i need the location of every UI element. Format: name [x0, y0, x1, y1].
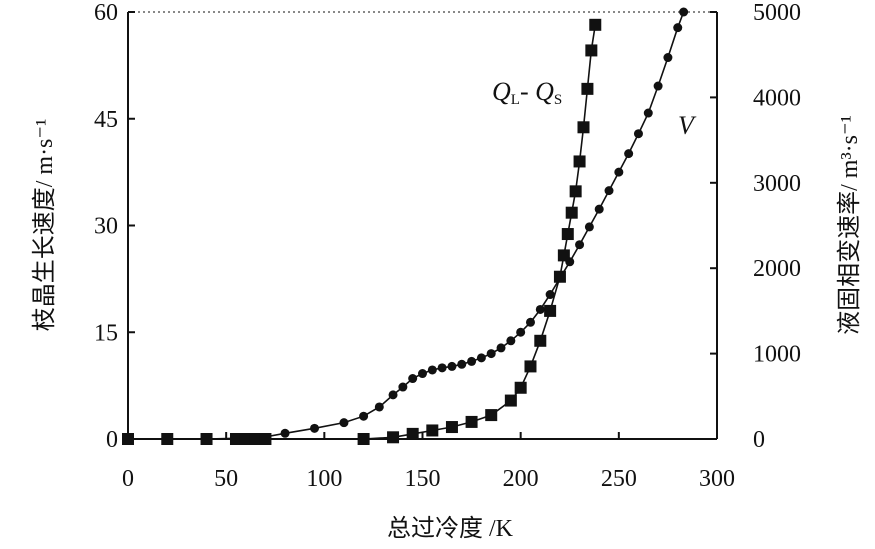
data-point-ql-qs [524, 360, 537, 373]
right-y-tick-label: 2000 [753, 256, 801, 282]
data-point-ql-qs [406, 427, 419, 440]
left-y-tick-label: 15 [94, 320, 118, 346]
data-point-v [339, 418, 349, 428]
data-point-ql-qs [249, 433, 262, 445]
right-y-tick-label: 3000 [753, 171, 801, 197]
data-point-ql-qs [589, 18, 602, 31]
data-point-v [653, 81, 663, 91]
data-point-v [408, 374, 418, 384]
data-point-v [457, 359, 467, 369]
data-point-v [516, 327, 526, 337]
data-point-v [633, 129, 643, 139]
data-point-ql-qs [565, 206, 578, 219]
data-point-ql-qs [514, 381, 527, 394]
ticks: 0 50 100 150 200 250 3000153045600100020003000… [94, 0, 801, 492]
data-point-ql-qs [122, 433, 134, 445]
data-point-v [673, 23, 683, 33]
data-point-ql-qs [504, 394, 517, 407]
data-point-v [398, 382, 408, 392]
data-point-ql-qs [465, 415, 478, 428]
data-point-ql-qs [485, 409, 498, 422]
right-y-tick-label: 5000 [753, 0, 801, 26]
data-point-v [506, 336, 516, 346]
right-y-axis-title: 液固相变速率/ m³·s⁻¹ [836, 115, 863, 335]
left-y-axis-title: 枝晶生长速度/ m·s⁻¹ [31, 119, 58, 332]
data-point-v [594, 204, 604, 214]
data-point-v [545, 290, 555, 300]
right-y-tick-label: 1000 [753, 342, 801, 368]
data-point-ql-qs [534, 334, 547, 347]
x-tick-label: 50 [214, 466, 238, 492]
data-point-ql-qs [445, 421, 458, 434]
data-point-v [643, 108, 653, 118]
series [122, 7, 689, 445]
data-point-v [359, 411, 369, 421]
data-point-v [280, 428, 290, 438]
data-point-ql-qs [561, 228, 574, 241]
data-point-ql-qs [357, 433, 370, 445]
data-point-v [427, 365, 437, 375]
data-point-ql-qs [200, 433, 213, 445]
data-point-v [614, 167, 624, 177]
data-point-v [584, 222, 594, 232]
data-point-v [663, 53, 673, 63]
data-point-ql-qs [387, 431, 400, 444]
data-point-v [486, 349, 496, 359]
data-point-v [604, 186, 614, 196]
x-tick-label: 250 [601, 466, 637, 492]
data-point-v [496, 343, 506, 353]
x-tick-label: 150 [405, 466, 441, 492]
data-point-ql-qs [544, 304, 557, 317]
data-point-v [467, 356, 477, 366]
data-point-ql-qs [259, 433, 272, 445]
left-y-tick-label: 45 [94, 107, 118, 133]
data-point-v [418, 369, 427, 379]
x-tick-label: 300 [699, 466, 735, 492]
left-y-tick-label: 0 [106, 427, 118, 453]
data-point-ql-qs [581, 82, 594, 95]
data-point-v [535, 304, 545, 314]
x-axis-title: 总过冷度 /K [387, 515, 514, 542]
data-point-ql-qs [569, 185, 582, 198]
series-label-v: V [678, 111, 697, 140]
data-point-ql-qs [573, 155, 586, 168]
left-y-tick-label: 60 [94, 0, 118, 26]
data-point-v [679, 7, 689, 17]
x-tick-label: 200 [503, 466, 539, 492]
data-point-v [525, 317, 535, 327]
data-point-v [476, 353, 486, 363]
data-point-ql-qs [161, 433, 174, 445]
data-point-v [310, 423, 320, 433]
data-point-v [447, 361, 457, 371]
data-point-ql-qs [553, 270, 566, 283]
data-point-ql-qs [557, 249, 570, 262]
x-tick-label: 100 [306, 466, 342, 492]
left-y-tick-label: 30 [94, 214, 118, 240]
right-y-tick-label: 0 [753, 427, 765, 453]
data-point-v [575, 240, 585, 250]
data-point-v [388, 390, 398, 400]
x-tick-label: 0 [122, 466, 134, 492]
data-point-ql-qs [239, 433, 252, 445]
data-point-ql-qs [585, 44, 598, 57]
series-label-ql-qs: QL- QS [492, 77, 562, 108]
data-point-ql-qs [577, 121, 590, 134]
right-y-tick-label: 4000 [753, 85, 801, 111]
data-point-v [374, 402, 384, 412]
data-point-v [437, 363, 447, 373]
data-point-ql-qs [426, 424, 439, 437]
series-line-v [128, 11, 685, 440]
data-point-ql-qs [229, 433, 242, 445]
data-point-v [624, 149, 634, 159]
